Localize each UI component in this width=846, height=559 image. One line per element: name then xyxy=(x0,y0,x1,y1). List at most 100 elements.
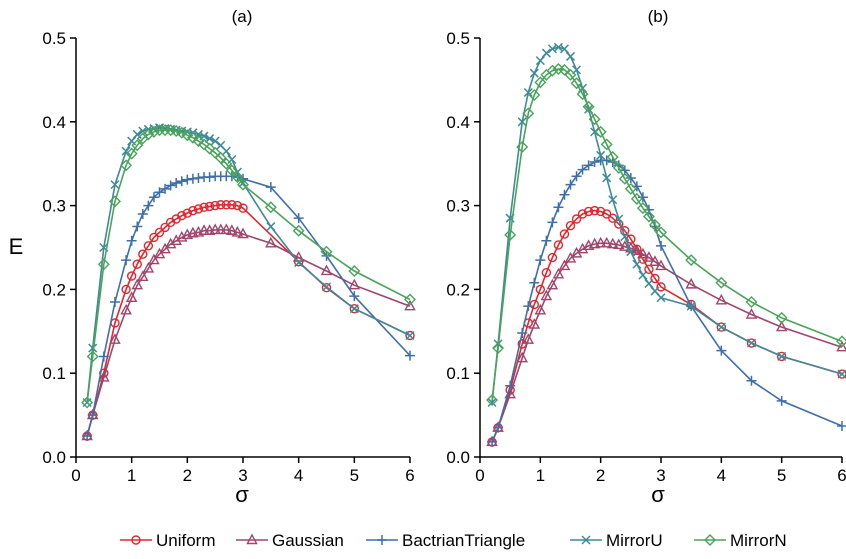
panel-a-series-bactriantriangle-point xyxy=(265,182,276,193)
panel-b-series-uniform-point xyxy=(837,369,846,379)
panel-a-series-gaussian-point xyxy=(131,278,144,290)
panel-b-series-gaussian-line xyxy=(491,242,843,443)
panel-a-series-mirrorn-point xyxy=(320,245,333,258)
panel-b-series-bactriantriangle-point xyxy=(656,240,666,251)
panel-b-series-mirroru-point xyxy=(517,117,527,127)
panel-a-series-bactriantriangle-point xyxy=(87,410,98,421)
panel-a-series-bactriantriangle-point xyxy=(182,174,193,185)
panel-b-series-gaussian-point xyxy=(745,308,758,319)
panel-a-series-mirrorn-point xyxy=(97,258,110,271)
panel-b-series-mirroru-point xyxy=(523,87,533,98)
panel-b-series-gaussian-point xyxy=(643,251,655,262)
panel-b-series-bactriantriangle-point xyxy=(625,172,636,183)
panel-a-series-uniform-point xyxy=(199,202,209,212)
panel-b-series-bactriantriangle-point xyxy=(541,235,552,246)
panel-b-series-gaussian-point xyxy=(606,237,619,249)
panel-a-series-bactriantriangle-point xyxy=(171,177,182,188)
panel-a-series-mirrorn-point xyxy=(404,293,416,306)
panel-a-series-gaussian-point xyxy=(125,291,138,302)
panel-b-series-bactriantriangle-point xyxy=(559,189,570,200)
panel-b-series-uniform-point xyxy=(529,299,539,310)
panel-a-series-uniform-point xyxy=(138,249,148,259)
panel-b-series-bactriantriangle-point xyxy=(776,395,787,406)
panel-b-series-bactriantriangle-point xyxy=(523,301,534,312)
panel-b-series-bactriantriangle-point xyxy=(571,171,582,182)
panel-a-series-gaussian-point xyxy=(159,242,171,254)
panel-a-series-bactriantriangle-point xyxy=(126,235,137,246)
panel-b-title: (b) xyxy=(648,7,669,26)
panel-b-series-uniform-point xyxy=(577,209,588,219)
panel-b-x-tick-label: 1 xyxy=(536,466,545,485)
panel-b-series-mirrorn-point xyxy=(655,226,667,239)
panel-a-series-mirroru-point xyxy=(349,304,359,314)
panel-a-series-bactriantriangle-point xyxy=(293,213,304,224)
panel-a-series-gaussian-point xyxy=(220,223,233,235)
legend-gaussian-label: Gaussian xyxy=(272,531,344,550)
panel-a-series-bactriantriangle-point xyxy=(109,296,120,307)
panel-a-series-mirrorn-point xyxy=(186,131,199,144)
panel-a-series-uniform-point xyxy=(227,200,237,210)
panel-a-series-mirroru-line xyxy=(86,126,411,403)
panel-b-series-uniform-point xyxy=(595,206,606,217)
panel-a-series-mirrorn-point xyxy=(142,128,155,141)
panel-b-series-mirroru-point xyxy=(716,322,726,332)
legend-uniform-label: Uniform xyxy=(156,531,216,550)
panel-a-series-bactriantriangle-point xyxy=(165,180,176,191)
panel-a-series-uniform-point xyxy=(177,210,187,221)
panel-b-series-bactriantriangle-point xyxy=(601,155,612,166)
panel-a-series-gaussian-line xyxy=(86,229,411,437)
panel-b-series-uniform-point xyxy=(650,273,660,284)
panel-b: (b) σ 0 1 2 3 4 5 6 0.0 0.1 0.2 0.3 0.4 0.5 xyxy=(446,7,846,507)
panel-a-series-mirrorn-point xyxy=(120,159,133,172)
panel-b-series-bactriantriangle-point xyxy=(583,160,594,171)
panel-b-series-mirroru-point xyxy=(656,293,666,303)
panel-a-series-mirroru-point xyxy=(321,282,332,292)
legend-mirrorn-label: MirrorN xyxy=(730,531,787,550)
panel-a-series-uniform-point xyxy=(154,227,165,238)
panel-b-series-gaussian-point xyxy=(516,351,529,363)
panel-a-x-tick-label: 4 xyxy=(294,466,303,485)
panel-b-series-mirrorn-point xyxy=(600,138,613,151)
panel-a-series-bactriantriangle-point xyxy=(405,350,415,361)
panel-a-y-tick-label: 0.4 xyxy=(42,113,66,132)
panel-a-series-gaussian-point xyxy=(170,234,182,245)
panel-a-series-mirrorn-point xyxy=(153,124,166,137)
panel-b-series-mirroru-point xyxy=(487,397,497,408)
panel-b-series-uniform-point xyxy=(547,252,558,263)
panel-b-plot-area: 0 1 2 3 4 5 6 0.0 0.1 0.2 0.3 0.4 0.5 xyxy=(446,29,846,485)
panel-b-series-mirrorn-point xyxy=(594,125,607,138)
panel-a-y-tick-label: 0.2 xyxy=(42,280,66,299)
panel-a-series-mirrorn-point xyxy=(220,157,233,170)
panel-b-series-uniform-line xyxy=(491,209,843,443)
panel-b-series-mirrorn-point xyxy=(522,107,535,120)
panel-a-series-mirroru-point xyxy=(121,146,131,156)
panel-a-series-uniform-point xyxy=(349,303,360,314)
panel-a-series-mirrorn-point xyxy=(231,171,244,184)
panel-b-series-mirrorn-point xyxy=(558,63,571,76)
panel-b-y-tick-label: 0.0 xyxy=(446,448,470,467)
panel-a-series-mirrorn-point xyxy=(181,129,194,142)
panel-b-series-bactriantriangle-point xyxy=(577,164,588,175)
panel-b-series-mirroru-point xyxy=(565,51,576,61)
panel-a-series-gaussian-point xyxy=(153,247,166,259)
panel-b-series-uniform xyxy=(487,205,846,447)
panel-b-series-bactriantriangle-point xyxy=(529,277,540,288)
panel-b-series-mirrorn-point xyxy=(648,218,661,231)
panel-b-series-bactriantriangle-line xyxy=(491,159,843,443)
panel-a-series-mirrorn-point xyxy=(108,195,121,208)
panel-b-series-mirrorn-point xyxy=(612,161,625,174)
panel-b-series-uniform-point xyxy=(583,206,594,217)
panel-a-series-uniform-point xyxy=(149,232,159,243)
panel-a-series-mirroru-point xyxy=(138,126,148,136)
panel-a-series-mirroru-point xyxy=(266,222,276,232)
panel-b-series-mirrorn-point xyxy=(606,151,619,163)
panel-a-series-uniform-point xyxy=(204,201,215,212)
panel-b-series-mirroru-point xyxy=(541,48,551,58)
panel-b-series-mirroru-point xyxy=(632,259,642,269)
panel-a-series-gaussian-point xyxy=(226,224,238,235)
panel-b-series-bactriantriangle-point xyxy=(505,380,516,391)
panel-b-series-gaussian-point xyxy=(528,318,541,329)
panel-b-series-mirroru-point xyxy=(596,150,606,160)
panel-b-series-mirrorn-point xyxy=(534,76,547,89)
